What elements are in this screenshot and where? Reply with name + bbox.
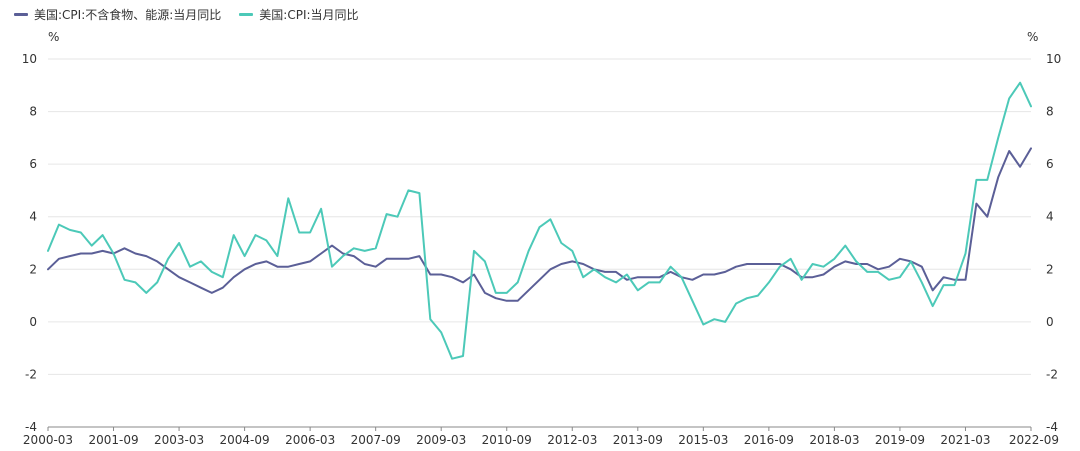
y-axis-right-unit: % <box>1027 30 1038 44</box>
x-tick-label: 2000-03 <box>23 433 73 447</box>
y-axis-left: -4 -2 0 2 4 6 8 10 <box>22 52 37 434</box>
x-tick-label: 2018-03 <box>809 433 859 447</box>
legend: 美国:CPI:不含食物、能源:当月同比 美国:CPI:当月同比 <box>14 6 359 23</box>
y-tick-label-right: 2 <box>1046 262 1054 276</box>
x-tick-label: 2001-09 <box>88 433 138 447</box>
y-tick-label-left: -4 <box>25 420 37 434</box>
x-tick-label: 2004-09 <box>220 433 270 447</box>
series-group <box>47 81 1032 360</box>
x-tick-label: 2016-09 <box>744 433 794 447</box>
y-tick-label-left: 6 <box>29 157 37 171</box>
y-tick-label-left: 2 <box>29 262 37 276</box>
y-axis-left-unit: % <box>48 30 59 44</box>
x-tick-label: 2022-09 <box>1009 433 1059 447</box>
x-tick-label: 2009-03 <box>416 433 466 447</box>
y-tick-label-left: 4 <box>29 210 37 224</box>
x-tick-label: 2012-03 <box>547 433 597 447</box>
y-tick-label-right: 8 <box>1046 105 1054 119</box>
y-tick-label-right: 10 <box>1046 52 1061 66</box>
y-tick-label-right: 6 <box>1046 157 1054 171</box>
y-tick-label-left: 10 <box>22 52 37 66</box>
x-tick-label: 2019-09 <box>875 433 925 447</box>
series-line-cpi <box>47 81 1032 360</box>
x-tick-label: 2021-03 <box>940 433 990 447</box>
y-tick-label-right: -4 <box>1046 420 1058 434</box>
legend-label-core-cpi: 美国:CPI:不含食物、能源:当月同比 <box>34 8 222 22</box>
y-tick-label-left: 0 <box>29 315 37 329</box>
x-tick-label: 2015-03 <box>678 433 728 447</box>
x-tick-label: 2003-03 <box>154 433 204 447</box>
series-line-core-cpi <box>47 147 1032 302</box>
x-tick-label: 2013-09 <box>613 433 663 447</box>
legend-swatch-core-cpi <box>14 13 28 16</box>
legend-item-core-cpi[interactable]: 美国:CPI:不含食物、能源:当月同比 <box>14 6 221 23</box>
y-tick-label-left: 8 <box>29 105 37 119</box>
x-axis: 2000-03 2001-09 2003-03 2004-09 2006-03 2007-… <box>23 427 1059 447</box>
x-tick-label: 2006-03 <box>285 433 335 447</box>
grid-lines <box>48 58 1031 375</box>
y-tick-label-right: 4 <box>1046 210 1054 224</box>
legend-item-cpi[interactable]: 美国:CPI:当月同比 <box>239 6 359 23</box>
x-tick-label: 2010-09 <box>482 433 532 447</box>
x-tick-label: 2007-09 <box>351 433 401 447</box>
y-axis-right: -4 -2 0 2 4 6 8 10 <box>1046 52 1061 434</box>
y-tick-label-right: 0 <box>1046 315 1054 329</box>
y-tick-label-right: -2 <box>1046 367 1058 381</box>
legend-label-cpi: 美国:CPI:当月同比 <box>259 8 359 22</box>
y-tick-label-left: -2 <box>25 367 37 381</box>
legend-swatch-cpi <box>239 13 254 16</box>
